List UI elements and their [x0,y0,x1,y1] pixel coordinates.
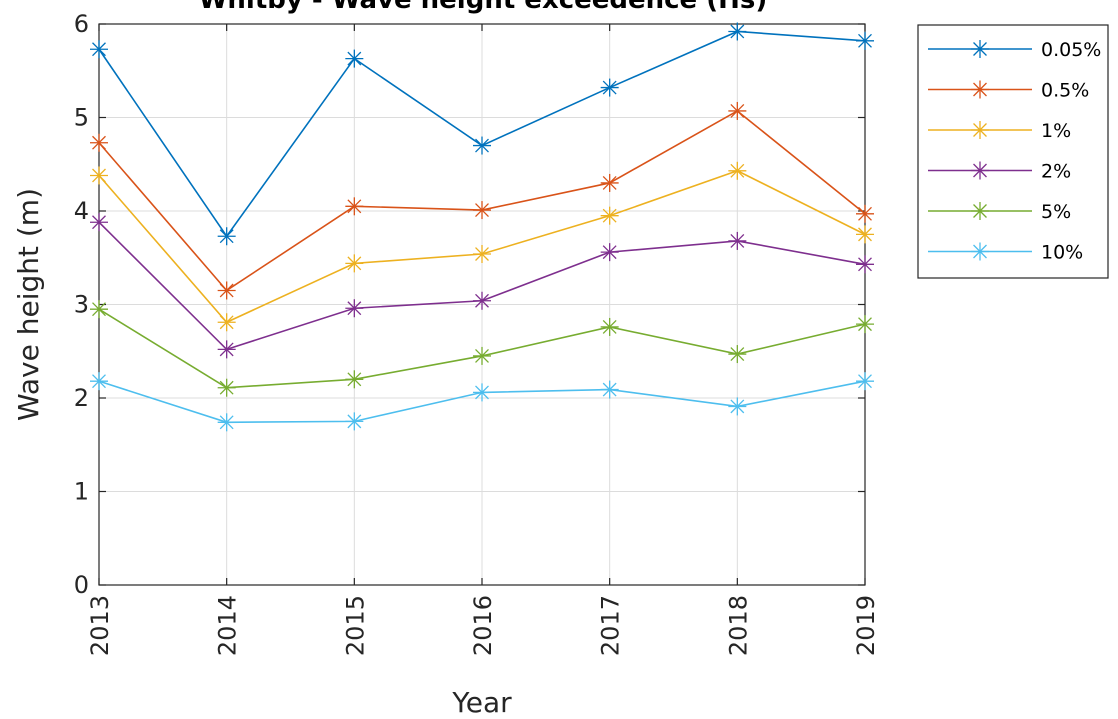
data-point [856,204,874,223]
data-point [345,49,364,68]
data-point [600,243,619,262]
y-axis-label: Wave height (m) [12,188,45,421]
data-point [345,299,364,318]
data-point [728,101,747,120]
x-tick-label: 2018 [724,595,752,656]
data-point [345,370,364,389]
data-point [600,380,619,399]
legend-item: 2% [928,161,1071,183]
data-point [217,281,236,300]
data-point [728,231,747,250]
data-point [473,201,491,220]
data-point [217,340,236,359]
data-point [856,315,874,334]
legend-marker [971,80,989,99]
legend-item: 5% [928,201,1071,223]
data-point [473,383,491,402]
legend-label: 5% [1041,201,1071,223]
legend-marker [971,202,989,220]
data-point [473,136,491,155]
legend-label: 1% [1041,120,1071,142]
data-point [345,197,364,216]
legend: 0.05% 0.5% 1% 2% 5% 10% [917,24,1109,279]
data-point [217,413,236,432]
data-point [217,227,236,246]
chart-title: Whitby - Wave height exceedence (Hs) [199,0,768,15]
data-point [90,372,108,391]
data-point [90,213,108,232]
legend-item: 10% [928,242,1083,264]
legend-marker [971,40,989,58]
x-tick-label: 2019 [852,595,880,656]
legend-label: 2% [1041,161,1071,183]
data-point [473,245,491,264]
data-point [856,372,874,391]
data-point [473,291,491,310]
legend-label: 10% [1041,242,1083,264]
y-tick-label: 6 [74,10,89,38]
y-tick-label: 5 [74,104,89,132]
data-point [345,254,364,273]
data-point [728,22,747,41]
data-point [728,345,747,364]
data-point [90,300,108,319]
y-tick-label: 2 [74,384,89,412]
x-tick-label: 2017 [597,595,625,656]
data-point [856,255,874,274]
data-point [856,225,874,244]
data-point [728,161,747,180]
data-point [90,166,108,185]
data-point [600,173,619,192]
legend-box [917,24,1109,279]
series-lines [90,22,874,432]
data-point [856,31,874,50]
data-point [345,412,364,431]
y-tick-label: 4 [74,197,89,225]
data-point [473,346,491,365]
x-axis-label: Year [451,686,512,719]
legend-item: 1% [928,120,1071,142]
legend-marker [971,161,989,180]
y-tick-label: 0 [74,571,89,599]
data-point [600,317,619,336]
y-tick-label: 1 [74,478,89,506]
x-tick-label: 2016 [469,595,497,656]
legend-marker [971,242,989,261]
legend-item: 0.5% [928,80,1089,102]
data-point [217,378,236,397]
y-tick-label: 3 [74,291,89,319]
legend-item: 0.05% [928,39,1101,61]
legend-label: 0.5% [1041,80,1089,102]
data-point [90,133,108,152]
legend-marker [971,121,989,139]
data-point [600,206,619,225]
x-tick-label: 2015 [341,595,369,656]
x-tick-label: 2014 [214,595,242,656]
data-point [600,78,619,97]
legend-label: 0.05% [1041,39,1101,61]
data-point [217,313,236,332]
axes: 2013 2014 2015 2016 2017 2018 2019 0 1 2 3 4 5 6 [74,10,880,656]
data-point [90,40,108,59]
data-point [728,397,747,416]
x-tick-label: 2013 [86,595,114,656]
